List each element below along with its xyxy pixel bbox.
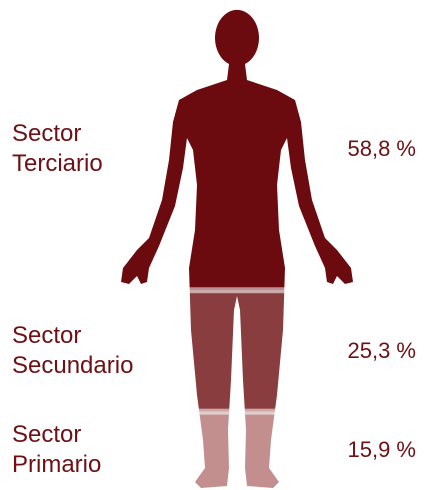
separator — [0, 409, 424, 415]
chart — [0, 0, 424, 490]
separator — [0, 287, 424, 293]
value-label: 15,9 % — [348, 437, 417, 463]
infographic: Sector Terciario 58,8 % Sector Secundario 2… — [0, 0, 424, 490]
category-label: Sector Secundario — [12, 321, 162, 381]
category-label: Sector Terciario — [12, 119, 162, 179]
value-label: 25,3 % — [348, 338, 417, 364]
value-label: 58,8 % — [348, 136, 417, 162]
category-label: Sector Primario — [12, 420, 162, 480]
